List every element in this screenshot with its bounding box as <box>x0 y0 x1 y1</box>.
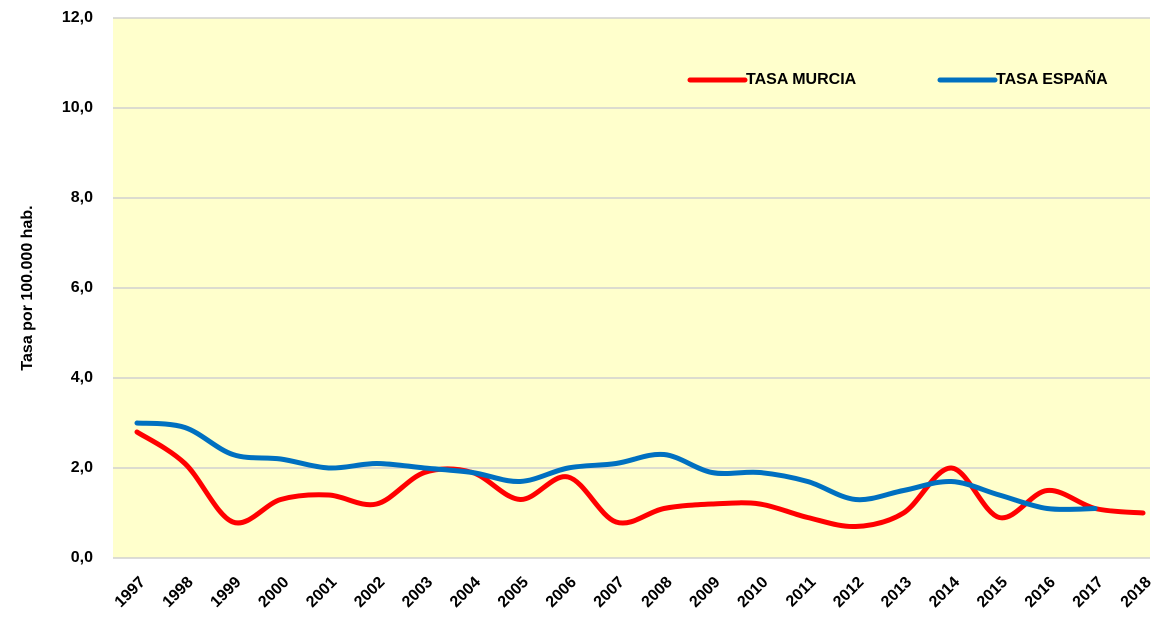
y-tick-label: 12,0 <box>62 9 93 26</box>
y-tick-label: 10,0 <box>62 99 93 116</box>
x-tick-label: 2009 <box>686 574 723 611</box>
x-tick-label: 2014 <box>926 574 963 611</box>
x-tick-label: 2000 <box>255 574 292 611</box>
legend-label: TASA ESPAÑA <box>996 68 1108 88</box>
x-tick-label: 2007 <box>591 574 628 611</box>
x-tick-label: 2012 <box>830 574 867 611</box>
y-tick-label: 6,0 <box>71 279 93 296</box>
x-tick-label: 2008 <box>639 574 676 611</box>
x-tick-label: 2015 <box>974 574 1011 611</box>
y-tick-label: 0,0 <box>71 549 93 566</box>
y-tick-label: 2,0 <box>71 459 93 476</box>
y-tick-label: 4,0 <box>71 369 93 386</box>
x-tick-label: 2003 <box>399 574 436 611</box>
legend-label: TASA MURCIA <box>746 71 857 88</box>
x-tick-label: 2006 <box>543 574 580 611</box>
x-tick-label: 2010 <box>734 574 771 611</box>
y-axis-label: Tasa por 100.000 hab. <box>19 205 36 370</box>
x-tick-label: 2011 <box>783 574 820 611</box>
line <box>134 420 1098 512</box>
x-tick-label: 2017 <box>1070 574 1107 611</box>
x-tick-label: 2016 <box>1022 574 1059 611</box>
x-tick-label: 2001 <box>303 574 340 611</box>
x-tick-label: 1999 <box>207 574 244 611</box>
x-tick-label: 1998 <box>160 574 197 611</box>
line <box>134 429 1146 530</box>
x-tick-label: 1997 <box>112 574 149 611</box>
x-tick-label: 2004 <box>447 574 484 611</box>
y-tick-label: 8,0 <box>71 189 93 206</box>
x-tick-label: 2005 <box>495 574 532 611</box>
x-tick-label: 2018 <box>1118 574 1152 611</box>
x-tick-label: 2002 <box>351 574 388 611</box>
x-tick-label: 2013 <box>878 574 915 611</box>
